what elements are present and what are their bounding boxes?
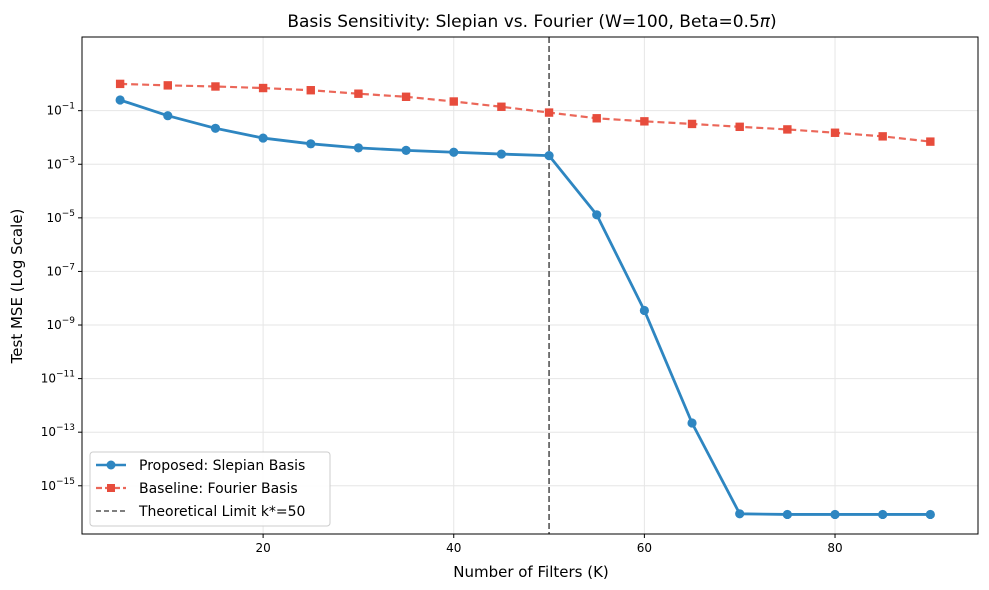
- data-point-slepian: [115, 95, 125, 105]
- data-point-slepian: [639, 305, 649, 316]
- series-line-fourier: [120, 82, 931, 143]
- y-tick-label: 10−1: [46, 102, 75, 118]
- legend-marker-fourier: [107, 484, 115, 492]
- y-tick-label: 10−15: [41, 477, 75, 493]
- data-point-fourier: [449, 97, 458, 106]
- y-tick-label: 10−9: [46, 316, 75, 332]
- data-point-slepian: [878, 509, 888, 520]
- data-point-fourier: [687, 119, 697, 129]
- data-point-slepian: [353, 143, 364, 153]
- y-axis-label: Test MSE (Log Scale): [8, 209, 26, 365]
- x-axis-label: Number of Filters (K): [453, 563, 609, 581]
- x-tick-label: 20: [255, 541, 270, 555]
- y-axis-ticks: 10−15 10−13 10−11 10−9 10−7 10−5 10−3 10−1: [41, 102, 82, 493]
- data-point-slepian: [592, 210, 602, 220]
- plot-frame: [81, 36, 979, 535]
- data-point-slepian: [782, 509, 792, 520]
- data-point-fourier: [306, 86, 315, 95]
- legend-label-limit: Theoretical Limit k*=50: [138, 504, 305, 520]
- series-layer: [115, 79, 935, 520]
- data-point-fourier: [735, 122, 744, 132]
- y-tick-label: 10−3: [46, 155, 75, 171]
- data-point-slepian: [830, 509, 840, 520]
- data-point-fourier: [640, 117, 649, 126]
- y-tick-label: 10−13: [41, 423, 75, 439]
- data-point-slepian: [401, 145, 411, 155]
- data-point-slepian: [306, 139, 316, 149]
- data-point-fourier: [878, 132, 887, 141]
- data-point-slepian: [449, 147, 459, 157]
- legend-label-fourier: Baseline: Fourier Basis: [139, 481, 298, 497]
- data-point-fourier: [592, 114, 601, 123]
- data-point-fourier: [354, 89, 363, 98]
- y-tick-label: 10−5: [46, 209, 75, 225]
- data-point-slepian: [687, 418, 697, 428]
- data-point-slepian: [925, 509, 935, 520]
- legend-marker-slepian: [106, 460, 116, 470]
- data-point-fourier: [830, 128, 840, 137]
- y-tick-label: 10−7: [46, 262, 75, 278]
- data-point-slepian: [735, 509, 745, 519]
- legend-label-slepian: Proposed: Slepian Basis: [139, 458, 305, 474]
- data-point-fourier: [497, 102, 506, 111]
- x-tick-label: 40: [446, 541, 461, 555]
- data-point-fourier: [544, 108, 554, 117]
- x-tick-label: 80: [827, 541, 842, 555]
- chart-title: Basis Sensitivity: Slepian vs. Fourier (…: [287, 12, 776, 32]
- x-axis-ticks: 20 40 60 80: [255, 534, 843, 555]
- data-point-fourier: [211, 82, 220, 91]
- series-line-slepian: [119, 98, 931, 516]
- data-point-fourier: [401, 92, 411, 101]
- legend-box: [89, 451, 331, 527]
- y-tick-label: 10−11: [41, 370, 75, 386]
- data-point-fourier: [783, 125, 792, 134]
- data-point-slepian: [163, 111, 173, 121]
- data-point-fourier: [258, 83, 268, 93]
- data-point-slepian: [258, 133, 268, 143]
- data-point-slepian: [544, 151, 554, 161]
- data-point-slepian: [210, 123, 221, 133]
- data-point-slepian: [496, 149, 507, 159]
- legend: Proposed: Slepian Basis Baseline: Fourie…: [89, 451, 331, 527]
- data-point-fourier: [115, 79, 125, 89]
- data-point-fourier: [163, 81, 172, 90]
- x-tick-label: 60: [637, 541, 652, 555]
- data-point-fourier: [926, 137, 935, 146]
